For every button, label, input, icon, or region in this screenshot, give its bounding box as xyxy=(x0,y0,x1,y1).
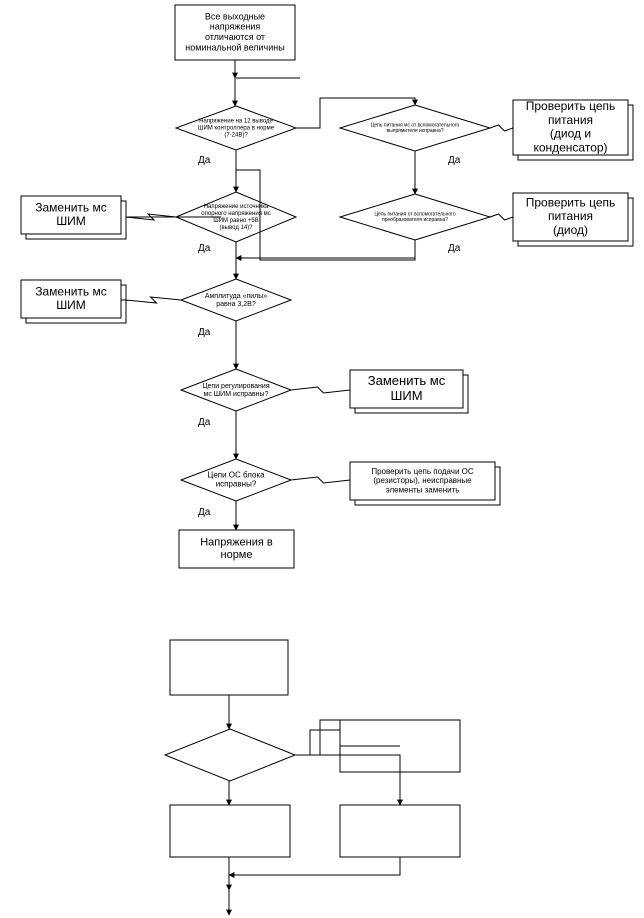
svg-text:ШИМ: ШИМ xyxy=(390,388,422,403)
svg-text:преобразователя исправна?: преобразователя исправна? xyxy=(382,217,448,223)
svg-text:Проверить цепь: Проверить цепь xyxy=(526,195,616,209)
svg-text:Заменить мс: Заменить мс xyxy=(368,373,446,388)
svg-text:Да: Да xyxy=(198,417,211,428)
svg-text:(диод): (диод) xyxy=(553,223,588,237)
svg-text:исправны?: исправны? xyxy=(216,480,257,489)
svg-text:мс ШИМ исправны?: мс ШИМ исправны? xyxy=(204,391,269,398)
svg-text:ШИМ: ШИМ xyxy=(56,214,86,228)
svg-text:(вывод 14)?: (вывод 14)? xyxy=(220,225,254,231)
svg-text:Напряжения в: Напряжения в xyxy=(200,537,273,549)
svg-text:напряжения: напряжения xyxy=(210,22,261,32)
svg-text:номинальной величины: номинальной величины xyxy=(185,42,284,52)
svg-text:питания: питания xyxy=(548,113,593,127)
svg-text:норме: норме xyxy=(221,549,253,561)
svg-text:Цепи ОС блока: Цепи ОС блока xyxy=(207,471,265,480)
svg-text:равна 3,2В?: равна 3,2В? xyxy=(216,301,256,308)
svg-text:Проверить цепь подачи ОС: Проверить цепь подачи ОС xyxy=(371,467,474,476)
svg-text:Заменить мс: Заменить мс xyxy=(35,200,107,214)
svg-text:питания: питания xyxy=(548,209,593,223)
svg-text:Заменить мс: Заменить мс xyxy=(35,284,107,298)
svg-text:отличаются от: отличаются от xyxy=(205,32,265,42)
svg-text:Да: Да xyxy=(198,243,211,254)
svg-text:Напряжение на 12 выводе: Напряжение на 12 выводе xyxy=(199,119,273,125)
svg-text:ШИМ контроллера в норме: ШИМ контроллера в норме xyxy=(198,126,275,132)
svg-text:Да: Да xyxy=(198,507,211,518)
svg-text:Все выходные: Все выходные xyxy=(205,11,265,21)
svg-text:Амплитуда «пилы»: Амплитуда «пилы» xyxy=(205,293,267,300)
svg-text:Напряжение источника: Напряжение источника xyxy=(204,204,269,210)
svg-text:(диод и: (диод и xyxy=(550,127,591,141)
svg-text:Да: Да xyxy=(198,155,211,166)
svg-text:элементы заменить: элементы заменить xyxy=(386,485,460,494)
svg-text:(7-24В)?: (7-24В)? xyxy=(224,132,248,138)
svg-text:Цепи регулирования: Цепи регулирования xyxy=(202,383,269,390)
svg-text:Да: Да xyxy=(448,243,461,254)
svg-text:Да: Да xyxy=(198,327,211,338)
svg-text:(резисторы), неисправные: (резисторы), неисправные xyxy=(373,476,472,485)
svg-text:конденсатор): конденсатор) xyxy=(533,140,607,154)
svg-text:выпрямителя исправна?: выпрямителя исправна? xyxy=(386,128,443,134)
svg-text:ШИМ равно +5В: ШИМ равно +5В xyxy=(213,218,259,224)
svg-text:Проверить цепь: Проверить цепь xyxy=(526,99,616,113)
svg-text:ШИМ: ШИМ xyxy=(56,298,86,312)
svg-text:Да: Да xyxy=(448,155,461,166)
